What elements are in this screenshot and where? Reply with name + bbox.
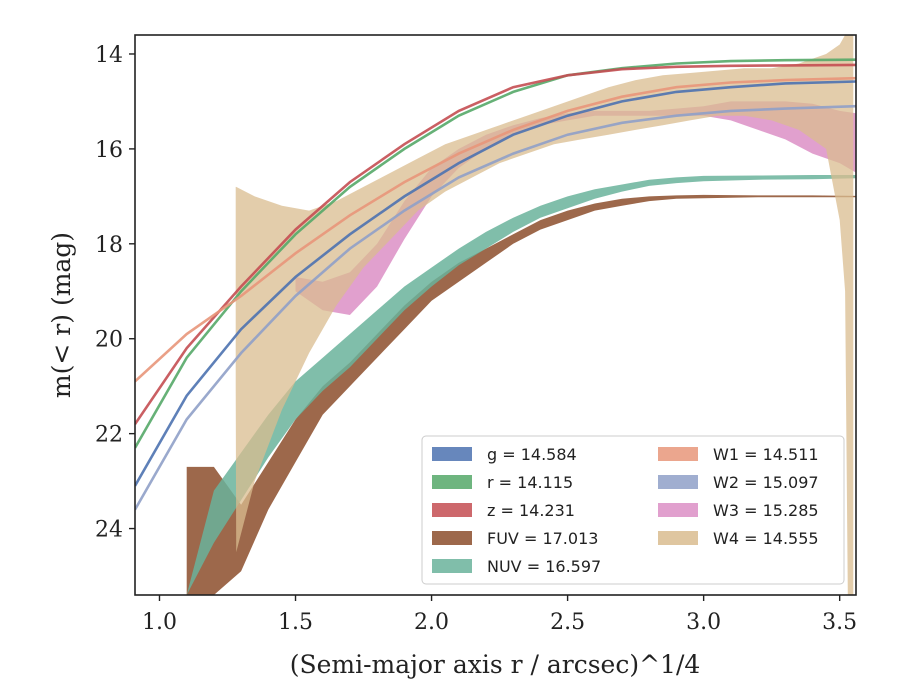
legend: g = 14.584 r = 14.115 z = 14.231 FUV = 17.0… [421,435,845,585]
y-axis-label: m(< r) (mag) [47,232,76,398]
curve-r [135,58,856,449]
legend-swatch-nuv [432,559,472,573]
y-tick-label: 16 [95,138,123,163]
curve-z [135,63,856,425]
legend-swatch-r [432,475,472,489]
y-tick-label: 18 [95,233,123,258]
y-tick-label: 20 [95,328,123,353]
curve-w1 [135,76,856,383]
legend-swatch-g [432,447,472,461]
plot-frame [134,34,857,596]
legend-label-w4: W4 = 14.555 [713,529,819,548]
legend-label-fuv: FUV = 17.013 [487,529,598,548]
curve-w2 [135,104,856,511]
legend-swatch-fuv [432,531,472,545]
y-tick-label: 14 [95,43,123,68]
x-tick-label: 2.0 [414,610,449,635]
legend-swatch-w3 [658,503,698,517]
band-w4 [235,35,854,595]
legend-label-w1: W1 = 14.511 [713,445,819,464]
x-tick-label: 1.0 [142,610,177,635]
legend-swatch-w1 [658,447,698,461]
legend-label-nuv: NUV = 16.597 [487,557,601,576]
x-tick-label: 2.5 [550,610,585,635]
y-tick-label: 24 [95,518,123,543]
curve-g [135,80,856,487]
x-axis: 1.0 1.5 2.0 2.5 3.0 3.5 [142,595,857,635]
legend-label-w2: W2 = 15.097 [713,473,819,492]
x-tick-label: 3.5 [822,610,857,635]
legend-label-z: z = 14.231 [487,501,575,520]
y-tick-label: 22 [95,423,123,448]
legend-label-w3: W3 = 15.285 [713,501,819,520]
legend-box [421,435,845,585]
legend-label-r: r = 14.115 [487,473,573,492]
legend-swatch-w4 [658,531,698,545]
y-axis: 14 16 18 20 22 24 [95,43,135,543]
curve-layer [135,58,856,511]
x-tick-label: 1.5 [278,610,313,635]
band-fuv [186,194,856,595]
x-axis-label: (Semi-major axis r / arcsec)^1/4 [290,650,701,679]
x-tick-label: 3.0 [686,610,721,635]
band-nuv [186,175,856,595]
legend-label-g: g = 14.584 [487,445,577,464]
legend-swatch-z [432,503,472,517]
legend-swatch-w2 [658,475,698,489]
